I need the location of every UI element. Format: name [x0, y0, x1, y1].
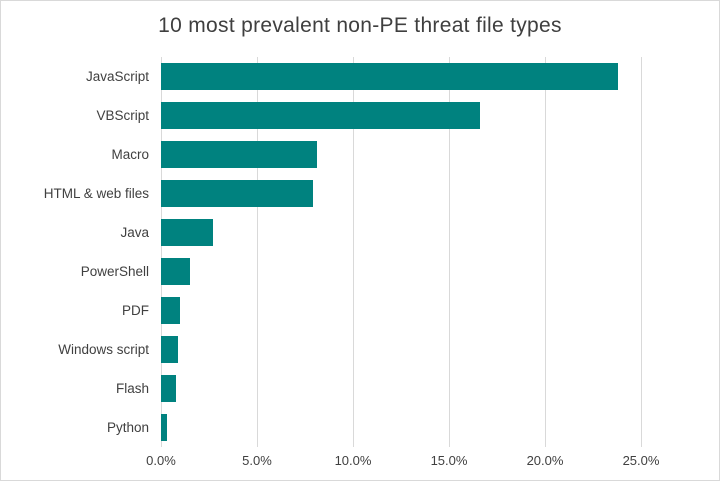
bar — [161, 141, 317, 168]
gridline — [641, 57, 642, 447]
category-label: Java — [120, 225, 149, 240]
gridline — [449, 57, 450, 447]
category-label: Flash — [115, 381, 149, 396]
category-label: Python — [106, 420, 149, 435]
tick-label: 10.0% — [334, 453, 372, 468]
category-label: JavaScript — [85, 69, 149, 84]
bar — [161, 102, 480, 129]
category-label: Windows script — [58, 342, 149, 357]
gridline — [353, 57, 354, 447]
bar — [161, 375, 177, 402]
chart-title: 10 most prevalent non-PE threat file typ… — [158, 14, 562, 37]
bar — [161, 219, 213, 246]
bar — [161, 258, 190, 285]
bar — [161, 414, 167, 441]
category-label: Macro — [111, 147, 149, 162]
tick-label: 20.0% — [526, 453, 564, 468]
tick-label: 15.0% — [430, 453, 468, 468]
gridline — [545, 57, 546, 447]
bar — [161, 297, 181, 324]
tick-label: 5.0% — [242, 453, 272, 468]
category-axis: JavaScript VBScript Macro HTML & web files J… — [1, 57, 149, 447]
value-axis-line — [161, 57, 162, 447]
category-label: HTML & web files — [43, 186, 149, 201]
category-label: PDF — [122, 303, 149, 318]
category-label: PowerShell — [80, 264, 149, 279]
gridline — [257, 57, 258, 447]
tick-label: 25.0% — [622, 453, 660, 468]
plot-area — [161, 57, 642, 447]
category-label: VBScript — [96, 108, 149, 123]
tick-label: 0.0% — [146, 453, 176, 468]
bar — [161, 63, 618, 90]
bar — [161, 180, 313, 207]
value-axis: 0.0% 5.0% 10.0% 15.0% 20.0% 25.0% — [146, 453, 659, 469]
bar — [161, 336, 179, 363]
